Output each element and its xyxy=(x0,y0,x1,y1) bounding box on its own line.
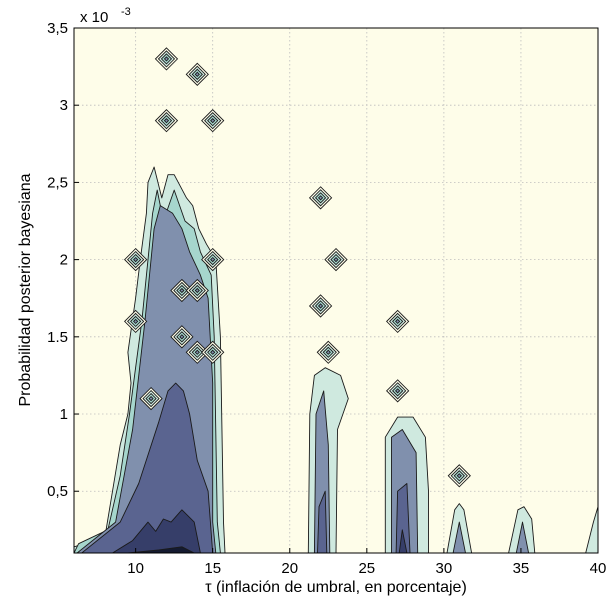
contour-island xyxy=(194,71,200,77)
contour-island xyxy=(395,318,401,325)
y-axis-label: Probabilidad posterior bayesiana xyxy=(17,173,34,406)
x-tick-label: 30 xyxy=(436,560,453,577)
x-tick-label: 15 xyxy=(204,560,221,577)
contour-region xyxy=(585,506,598,553)
contour-region xyxy=(452,521,466,553)
contour-island xyxy=(163,118,170,124)
contour-island xyxy=(317,303,324,309)
y-tick-label: 3 xyxy=(60,97,68,114)
x-tick-label: 40 xyxy=(590,560,607,577)
contour-island xyxy=(333,256,339,263)
contour-region xyxy=(317,490,328,553)
contour-island xyxy=(456,473,462,479)
contour-regions xyxy=(74,47,598,553)
contour-island xyxy=(163,56,170,62)
contour-island xyxy=(194,287,200,294)
x-tick-label: 10 xyxy=(127,560,144,577)
contour-island xyxy=(395,388,401,394)
x-tick-label: 20 xyxy=(281,560,298,577)
x-axis-ticks: 10 15 20 25 30 35 40 xyxy=(127,548,606,577)
y-axis-ticks: 0,5 1 1.5 2 2,5 3 3,5 xyxy=(47,20,79,500)
contour-region xyxy=(112,509,201,553)
x-tick-label: 35 xyxy=(513,560,530,577)
contour-island xyxy=(179,287,185,294)
contour-island xyxy=(317,195,324,201)
y-tick-label: 2,5 xyxy=(47,174,68,191)
y-tick-label: 2 xyxy=(60,252,68,269)
contour-island xyxy=(148,395,154,402)
y-tick-label: 0,5 xyxy=(47,483,68,500)
x-axis-label: τ (inflación de umbral, en porcentaje) xyxy=(205,579,467,596)
contour-region xyxy=(127,546,195,553)
x-tick-label: 25 xyxy=(358,560,375,577)
contour-island xyxy=(179,334,185,340)
y-tick-label: 3,5 xyxy=(47,20,68,37)
y-tick-label: 1.5 xyxy=(47,329,68,346)
plot-frame xyxy=(73,27,599,554)
y-tick-label: 1 xyxy=(60,406,68,423)
contour-region xyxy=(515,521,530,553)
y-exponent-power: -3 xyxy=(121,6,131,18)
contour-island xyxy=(133,256,139,263)
contour-island xyxy=(194,349,200,355)
y-exponent-base: x 10 xyxy=(80,9,108,26)
contour-island xyxy=(325,349,331,355)
contour-island xyxy=(210,118,216,124)
contour-region xyxy=(395,483,411,553)
contour-island xyxy=(210,349,216,355)
contour-region xyxy=(398,529,408,553)
contour-island xyxy=(133,318,139,325)
contour-region xyxy=(81,382,214,553)
contour-island xyxy=(210,256,216,263)
